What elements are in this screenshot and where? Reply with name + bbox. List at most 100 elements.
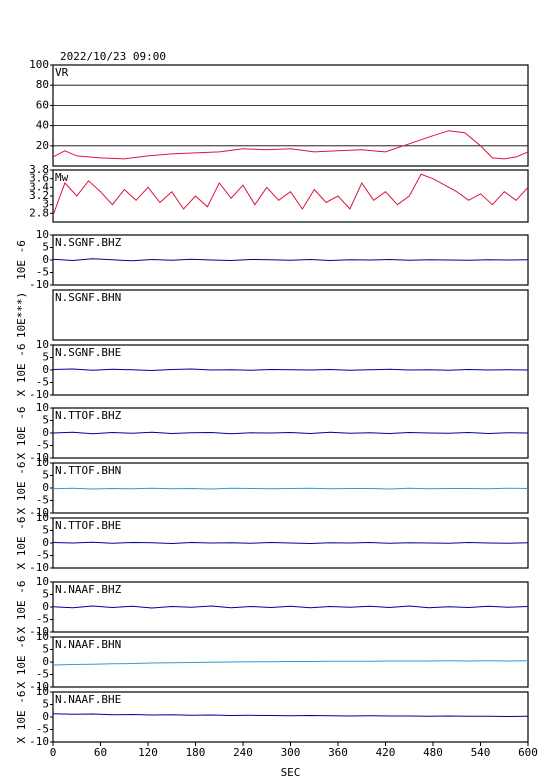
y-tick-label: 0: [42, 536, 49, 549]
y-tick-label: -5: [36, 723, 49, 736]
y-tick-label: -5: [36, 613, 49, 626]
y-tick-label: -5: [36, 494, 49, 507]
y-axis-label: 10E -6: [15, 240, 28, 280]
x-tick-label: 240: [233, 746, 253, 759]
y-tick-label: 5: [42, 469, 49, 482]
panel-label: N.TTOF.BHZ: [55, 409, 122, 422]
y-tick-label: 3: [42, 198, 49, 211]
y-tick-label: 5: [42, 241, 49, 254]
y-tick-label: -5: [36, 376, 49, 389]
panel-label: N.SGNF.BHN: [55, 291, 121, 304]
y-axis-label: X 10E -6: [15, 344, 28, 397]
panel-label: N.NAAF.BHE: [55, 693, 121, 706]
y-tick-label: -10: [29, 680, 49, 693]
y-tick-label: 5: [42, 414, 49, 427]
data-line: [52, 605, 529, 609]
y-tick-label: 5: [42, 643, 49, 656]
y-tick-label: -5: [36, 439, 49, 452]
panel-frame: [52, 64, 529, 167]
y-tick-label: -10: [29, 506, 49, 519]
y-tick-label: -10: [29, 278, 49, 291]
y-tick-label: 10: [36, 575, 49, 588]
y-tick-label: -10: [29, 625, 49, 638]
x-tick-label: 480: [423, 746, 443, 759]
data-line: [52, 487, 529, 490]
y-tick-label: 5: [42, 588, 49, 601]
y-tick-label: 3.8: [29, 163, 49, 176]
y-axis-label: X 10E -6: [15, 691, 28, 744]
y-tick-label: 3.4: [29, 180, 49, 193]
data-line: [52, 173, 529, 216]
y-tick-label: 0: [42, 710, 49, 723]
panel-label: VR: [55, 66, 69, 79]
y-tick-label: 10: [36, 630, 49, 643]
y-tick-label: 10: [36, 511, 49, 524]
y-axis-label: 10E***): [15, 292, 28, 338]
panel-frame: [52, 289, 529, 341]
y-tick-label: 10: [36, 401, 49, 414]
y-tick-label: -10: [29, 451, 49, 464]
data-line: [52, 431, 529, 435]
y-axis-label: X 10E -6: [15, 407, 28, 460]
x-tick-label: 0: [50, 746, 57, 759]
y-tick-label: -10: [29, 735, 49, 748]
panel-label: N.NAAF.BHZ: [55, 583, 122, 596]
x-tick-label: 360: [328, 746, 348, 759]
x-tick-label: 300: [281, 746, 301, 759]
x-tick-label: 120: [138, 746, 158, 759]
y-tick-label: 0: [42, 481, 49, 494]
y-tick-label: 20: [36, 139, 49, 152]
y-tick-label: 0: [42, 253, 49, 266]
y-tick-label: 80: [36, 78, 49, 91]
y-tick-label: 0: [42, 426, 49, 439]
y-tick-label: 3.6: [29, 172, 49, 185]
y-tick-label: 60: [36, 98, 49, 111]
y-tick-label: 3.2: [29, 189, 49, 202]
y-tick-label: 40: [36, 119, 49, 132]
panel-label: Mw: [55, 171, 69, 184]
y-tick-label: -5: [36, 668, 49, 681]
y-tick-label: 10: [36, 338, 49, 351]
data-line: [52, 368, 529, 372]
panel-frame: [52, 169, 529, 223]
data-line: [52, 258, 529, 262]
panel-label: N.TTOF.BHE: [55, 519, 121, 532]
y-axis-label: X 10E -6: [15, 581, 28, 634]
y-tick-label: 10: [36, 228, 49, 241]
y-tick-label: -5: [36, 266, 49, 279]
panel-label: N.SGNF.BHZ: [55, 236, 122, 249]
panel-label: N.NAAF.BHN: [55, 638, 121, 651]
chart-title: 2022/10/23 09:00: [60, 50, 166, 63]
x-tick-label: 600: [518, 746, 538, 759]
y-tick-label: 5: [42, 698, 49, 711]
y-tick-label: 5: [42, 351, 49, 364]
x-tick-label: 540: [471, 746, 491, 759]
y-tick-label: 100: [29, 58, 49, 71]
y-tick-label: -10: [29, 388, 49, 401]
y-tick-label: 0: [42, 655, 49, 668]
y-tick-label: -5: [36, 549, 49, 562]
y-tick-label: 10: [36, 685, 49, 698]
data-line: [52, 660, 529, 666]
data-line: [52, 130, 529, 160]
y-tick-label: 10: [36, 456, 49, 469]
y-tick-label: 0: [42, 363, 49, 376]
x-tick-label: 420: [376, 746, 396, 759]
y-axis-label: X 10E -6: [15, 517, 28, 570]
y-tick-label: 2.8: [29, 206, 49, 219]
x-axis-label: SEC: [281, 766, 301, 779]
y-axis-label: X 10E -6: [15, 462, 28, 515]
panel-label: N.SGNF.BHE: [55, 346, 121, 359]
x-tick-label: 180: [186, 746, 206, 759]
data-line: [52, 541, 529, 545]
panel-frame: [52, 691, 529, 743]
data-line: [52, 713, 529, 718]
x-tick-label: 60: [94, 746, 107, 759]
y-axis-label: X 10E -6: [15, 636, 28, 689]
y-tick-label: 0: [42, 600, 49, 613]
y-tick-label: 5: [42, 524, 49, 537]
y-tick-label: -10: [29, 561, 49, 574]
panel-label: N.TTOF.BHN: [55, 464, 121, 477]
